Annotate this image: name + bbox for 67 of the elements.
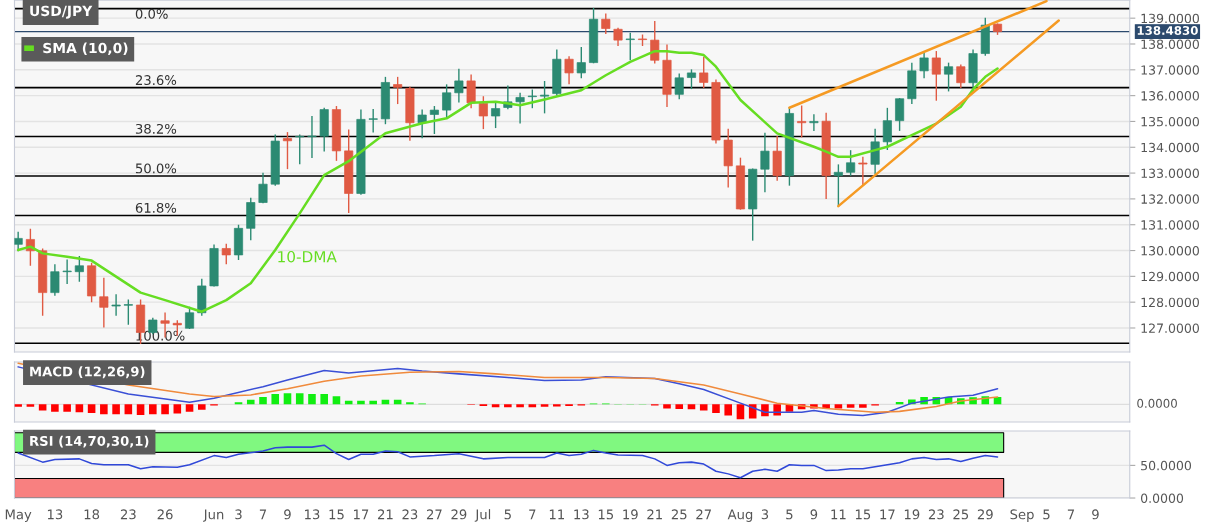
x-tick-label: 13 [47, 509, 63, 520]
annotation: 61.8% [135, 202, 177, 213]
y-tick-label: 133.0000 [1141, 168, 1199, 179]
x-tick-label: 9 [1092, 509, 1099, 520]
x-tick-label: Jul [474, 509, 491, 522]
x-tick-label: 5 [786, 509, 793, 520]
y-tick-label: 128.0000 [1141, 297, 1199, 308]
x-tick-label: Aug [727, 509, 753, 522]
x-tick-label: 29 [977, 509, 993, 520]
annotation: 0.0% [135, 8, 168, 19]
y-tick-label: 132.0000 [1141, 194, 1199, 204]
x-tick-label: 21 [647, 509, 662, 520]
chart-title: RSI (14,70,30,1) [30, 435, 149, 448]
x-tick-label: 11 [549, 509, 564, 520]
y-tick-label: 127.0000 [1141, 323, 1199, 333]
x-tick-label: 15 [598, 509, 614, 520]
legend-label: SMA (10,0) [43, 42, 128, 56]
x-tick-label: 17 [880, 509, 895, 520]
x-tick-label: 7 [529, 509, 536, 520]
chart-title: USD/JPY [30, 5, 93, 19]
y-tick-label: 50.0000 [1141, 460, 1192, 471]
x-tick-label: 5 [504, 509, 511, 520]
x-tick-label: 17 [353, 509, 369, 520]
x-tick-label: 26 [157, 509, 173, 520]
annotation: 10-DMA [278, 250, 337, 263]
chart-title: MACD (12,26,9) [30, 366, 145, 379]
x-tick-label: 23 [402, 509, 418, 520]
ref-line-label: 138.4830 [1137, 26, 1198, 35]
x-tick-label: 3 [761, 509, 769, 520]
x-tick-label: 13 [305, 509, 320, 520]
x-tick-label: May [5, 509, 32, 522]
x-tick-label: 18 [84, 509, 100, 520]
x-tick-label: Sep [1010, 509, 1034, 522]
y-tick-label: 129.0000 [1141, 271, 1199, 282]
x-tick-label: 19 [623, 509, 638, 520]
x-tick-label: 7 [1067, 509, 1075, 520]
y-tick-label: 134.0000 [1141, 142, 1199, 153]
x-tick-label: 25 [953, 509, 969, 520]
x-tick-label: 29 [451, 509, 467, 520]
y-tick-label: 139.0000 [1141, 13, 1199, 24]
annotation: 23.6% [135, 75, 177, 86]
y-tick-label: 137.0000 [1141, 65, 1199, 75]
x-tick-label: 21 [378, 509, 393, 520]
y-tick-label: 130.0000 [1141, 246, 1199, 256]
x-tick-label: 27 [426, 509, 442, 520]
annotation: 38.2% [135, 123, 177, 134]
y-tick-label: 135.0000 [1141, 116, 1199, 127]
y-tick-label: 0.0000 [1140, 493, 1184, 503]
x-tick-label: 27 [696, 509, 711, 520]
x-tick-label: 23 [120, 509, 136, 520]
y-tick-label: 138.0000 [1141, 39, 1199, 49]
annotation: 50.0% [135, 163, 177, 174]
x-tick-label: 3 [235, 509, 242, 520]
x-tick-label: 25 [671, 509, 687, 520]
x-tick-label: 9 [810, 509, 818, 520]
x-tick-label: 15 [329, 509, 344, 520]
x-tick-label: 5 [1043, 509, 1050, 520]
x-tick-label: 7 [259, 509, 267, 520]
x-tick-label: 15 [855, 509, 871, 520]
x-tick-label: 11 [831, 509, 846, 520]
x-tick-label: Jun [203, 509, 224, 522]
y-tick-label: 131.0000 [1141, 220, 1199, 230]
x-tick-label: 9 [284, 509, 291, 520]
y-tick-label: 136.0000 [1141, 91, 1199, 101]
x-tick-label: 13 [574, 509, 589, 520]
x-tick-label: 19 [904, 509, 920, 520]
x-tick-label: 23 [928, 509, 944, 520]
